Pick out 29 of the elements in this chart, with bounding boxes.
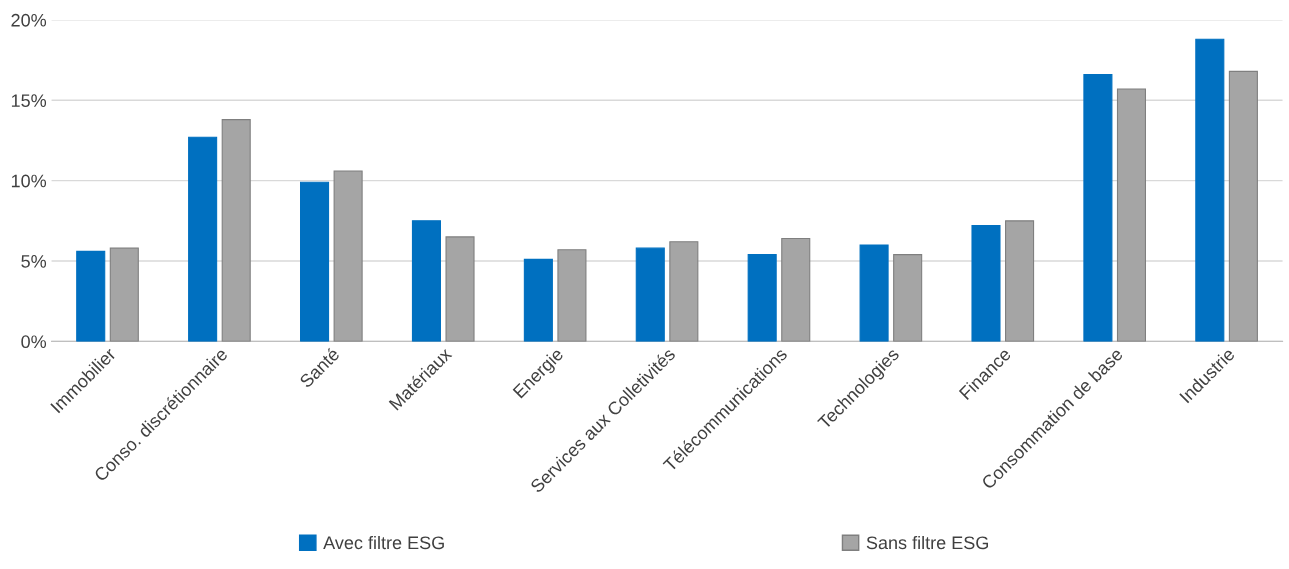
y-tick-label: 5%	[21, 255, 47, 268]
bar	[188, 136, 218, 342]
bar	[781, 237, 811, 342]
y-tick-label: 10%	[11, 174, 47, 188]
bar	[669, 241, 699, 342]
bar	[523, 258, 553, 342]
bar	[1083, 74, 1113, 342]
y-tick-label: 15%	[11, 94, 47, 108]
bar	[747, 254, 777, 342]
bar	[333, 170, 363, 342]
bar	[1116, 88, 1147, 342]
legend-label: Sans filtre ESG	[866, 535, 988, 550]
bar	[1228, 70, 1258, 342]
legend-label: Avec filtre ESG	[323, 535, 444, 550]
bar	[893, 254, 923, 342]
bar	[557, 249, 587, 342]
bar	[859, 244, 889, 342]
bar	[971, 225, 1001, 342]
bar	[635, 247, 665, 342]
bar	[445, 236, 475, 342]
y-tick-label: 20%	[11, 13, 47, 27]
bar	[1195, 38, 1225, 342]
bar	[76, 250, 106, 342]
y-tick-label: 0%	[21, 335, 47, 349]
bar	[411, 220, 441, 342]
bar	[300, 181, 330, 342]
bar	[1005, 220, 1035, 342]
bar	[221, 119, 251, 342]
bar	[109, 247, 139, 342]
